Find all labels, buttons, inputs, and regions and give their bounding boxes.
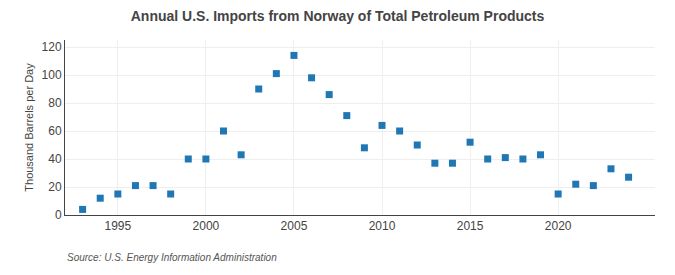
svg-text:Annual U.S. Imports from Norwa: Annual U.S. Imports from Norway of Total…: [131, 8, 545, 24]
svg-text:Source: U.S. Energy Informatio: Source: U.S. Energy Information Administ…: [67, 252, 277, 263]
svg-text:120: 120: [42, 40, 62, 54]
svg-text:1995: 1995: [104, 219, 131, 233]
svg-text:Thousand Barrels per Day: Thousand Barrels per Day: [23, 63, 35, 192]
svg-text:2010: 2010: [369, 219, 396, 233]
svg-text:80: 80: [48, 96, 62, 110]
svg-text:2015: 2015: [457, 219, 484, 233]
svg-text:40: 40: [48, 152, 62, 166]
svg-text:20: 20: [48, 180, 62, 194]
svg-text:60: 60: [48, 124, 62, 138]
svg-text:100: 100: [42, 68, 62, 82]
svg-text:2005: 2005: [281, 219, 308, 233]
svg-text:2020: 2020: [545, 219, 572, 233]
svg-text:2000: 2000: [193, 219, 220, 233]
svg-text:0: 0: [55, 208, 62, 222]
